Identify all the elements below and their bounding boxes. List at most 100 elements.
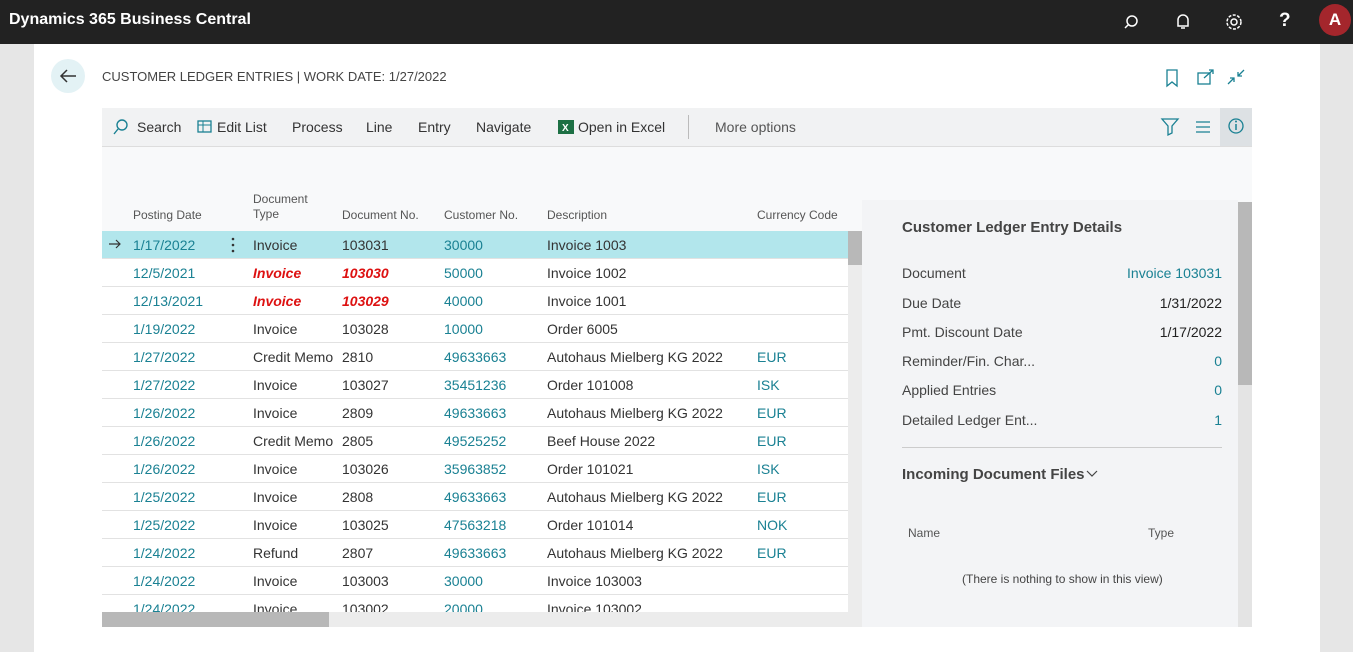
list-row[interactable] <box>102 595 848 612</box>
cell[interactable]: 49633663 <box>444 349 507 365</box>
cell[interactable]: 1/24/2022 <box>133 545 196 561</box>
cell[interactable]: EUR <box>757 433 787 449</box>
cell[interactable]: 35451236 <box>444 377 507 393</box>
list-row[interactable] <box>102 483 848 511</box>
incoming-title-text: Incoming Document Files <box>902 466 1085 483</box>
list-row[interactable] <box>102 343 848 371</box>
column-header[interactable]: Currency Code <box>757 208 838 222</box>
cell[interactable]: EUR <box>757 489 787 505</box>
row-menu[interactable] <box>230 237 236 256</box>
cell[interactable]: 49633663 <box>444 489 507 505</box>
search-icon[interactable] <box>1124 13 1142 31</box>
cell[interactable]: 1/25/2022 <box>133 517 196 533</box>
cell[interactable]: 10000 <box>444 321 483 337</box>
cell[interactable]: 50000 <box>444 265 483 281</box>
info-toggle[interactable] <box>1220 108 1252 146</box>
field-label: Applied Entries <box>902 382 997 398</box>
field-value[interactable]: 1 <box>1214 412 1222 428</box>
cell[interactable]: EUR <box>757 349 787 365</box>
v-scrollbar[interactable] <box>848 231 862 612</box>
cell: 2810 <box>342 349 374 365</box>
cell: Beef House 2022 <box>547 433 656 449</box>
cell: Autohaus Mielberg KG 2022 <box>547 545 723 561</box>
factbox-scrollbar[interactable] <box>1238 202 1252 627</box>
cell[interactable]: NOK <box>757 517 788 533</box>
cell[interactable]: 49633663 <box>444 545 507 561</box>
cell[interactable]: EUR <box>757 405 787 421</box>
field-value[interactable]: 0 <box>1214 353 1222 369</box>
cell[interactable]: 1/17/2022 <box>133 237 196 253</box>
list-row[interactable] <box>102 259 848 287</box>
cell: Invoice <box>253 265 302 281</box>
cell[interactable]: 20000 <box>444 601 483 612</box>
cell[interactable]: 1/26/2022 <box>133 405 196 421</box>
search-action-icon <box>113 119 128 135</box>
cell: Invoice <box>253 377 298 393</box>
list-row[interactable] <box>102 567 848 595</box>
cell: 103031 <box>342 237 389 253</box>
column-header[interactable]: Document Type <box>253 192 308 221</box>
cell[interactable]: 1/25/2022 <box>133 489 196 505</box>
page-icons[interactable] <box>1164 68 1254 88</box>
list-row[interactable] <box>102 231 848 259</box>
cell[interactable]: 35963852 <box>444 461 507 477</box>
list-row[interactable] <box>102 427 848 455</box>
cell[interactable]: 1/26/2022 <box>133 461 196 477</box>
field-value[interactable]: 0 <box>1214 382 1222 398</box>
action-button[interactable]: Open in Excel <box>578 119 666 135</box>
list-row[interactable] <box>102 315 848 343</box>
back-button[interactable] <box>51 59 85 93</box>
settings-icon[interactable] <box>1224 12 1244 32</box>
field-value[interactable]: Invoice 103031 <box>1127 265 1222 281</box>
list-row[interactable] <box>102 399 848 427</box>
cell: 103030 <box>342 265 389 281</box>
action-button[interactable]: Navigate <box>476 119 532 135</box>
avatar[interactable]: A <box>1319 4 1351 36</box>
list-icons[interactable] <box>1160 117 1220 137</box>
cell[interactable]: 1/27/2022 <box>133 377 196 393</box>
cell[interactable]: 40000 <box>444 293 483 309</box>
column-header[interactable]: Posting Date <box>133 208 202 222</box>
cell[interactable]: 30000 <box>444 237 483 253</box>
column-header[interactable]: Document No. <box>342 208 419 222</box>
list-row[interactable] <box>102 539 848 567</box>
cell: Order 101014 <box>547 517 634 533</box>
cell[interactable]: 12/5/2021 <box>133 265 196 281</box>
column-header[interactable]: Description <box>547 208 608 222</box>
svg-text:X: X <box>562 123 569 134</box>
list-row[interactable] <box>102 287 848 315</box>
cell: Invoice <box>253 405 298 421</box>
cell: 2808 <box>342 489 374 505</box>
cell[interactable]: 1/24/2022 <box>133 601 196 612</box>
details-title: Customer Ledger Entry Details <box>902 219 1123 236</box>
cell[interactable]: ISK <box>757 461 780 477</box>
list-row[interactable] <box>102 371 848 399</box>
list-row[interactable] <box>102 455 848 483</box>
h-scrollbar[interactable] <box>102 612 862 627</box>
cell[interactable]: 49525252 <box>444 433 507 449</box>
incoming-title: Incoming Document Files <box>902 466 1099 483</box>
list-row[interactable] <box>102 511 848 539</box>
column-header[interactable]: Customer No. <box>444 208 519 222</box>
cell: Invoice <box>253 461 298 477</box>
cell[interactable]: 47563218 <box>444 517 507 533</box>
row-indicator <box>108 237 122 254</box>
cell[interactable]: ISK <box>757 377 780 393</box>
cell[interactable]: 1/26/2022 <box>133 433 196 449</box>
action-button[interactable]: Process <box>292 119 343 135</box>
cell[interactable]: 30000 <box>444 573 483 589</box>
notifications-icon[interactable] <box>1174 12 1192 32</box>
action-button[interactable]: More options <box>715 119 796 135</box>
action-button[interactable]: Entry <box>418 119 451 135</box>
action-button[interactable]: Edit List <box>217 119 267 135</box>
help-button[interactable]: ? <box>1279 10 1291 31</box>
cell[interactable]: 1/24/2022 <box>133 573 196 589</box>
cell[interactable]: EUR <box>757 545 787 561</box>
action-button[interactable]: Line <box>366 119 393 135</box>
cell[interactable]: 12/13/2021 <box>133 293 204 309</box>
action-button[interactable]: Search <box>137 119 182 135</box>
cell[interactable]: 1/27/2022 <box>133 349 196 365</box>
cell[interactable]: 49633663 <box>444 405 507 421</box>
cell: Credit Memo <box>253 349 334 365</box>
cell[interactable]: 1/19/2022 <box>133 321 196 337</box>
